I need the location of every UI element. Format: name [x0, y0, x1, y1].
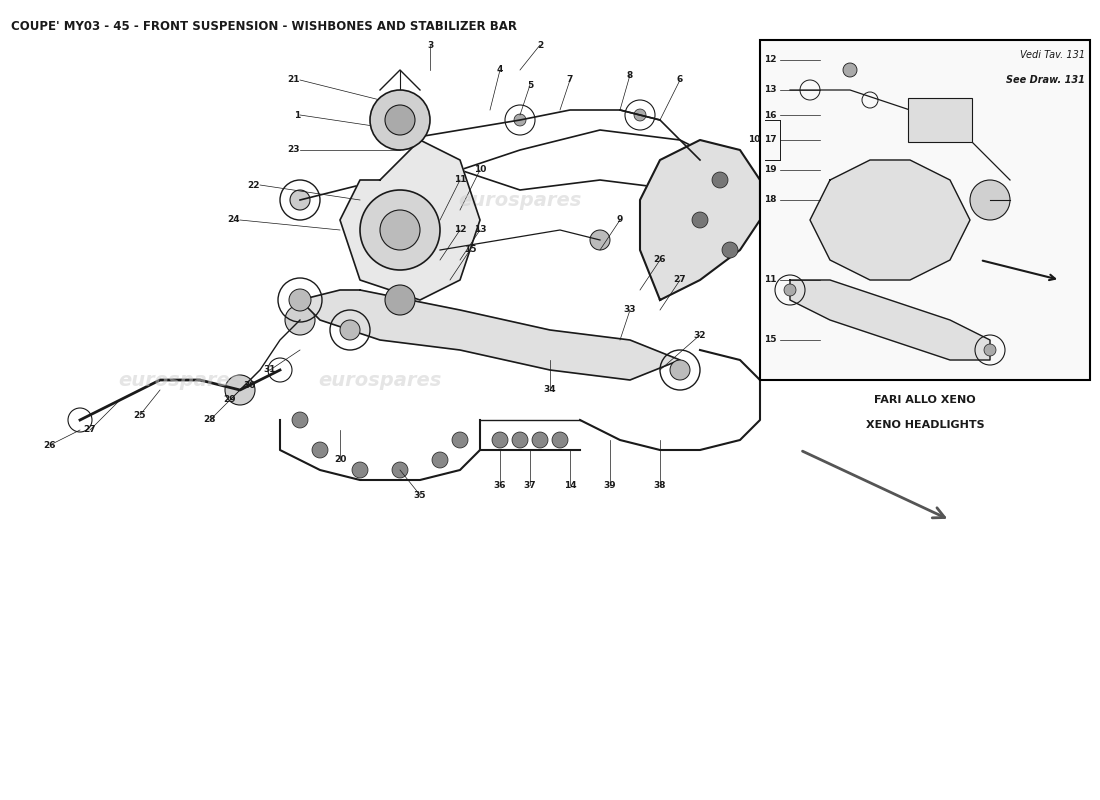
- Circle shape: [970, 180, 1010, 220]
- Circle shape: [843, 63, 857, 77]
- Text: 13: 13: [474, 226, 486, 234]
- Text: 39: 39: [604, 481, 616, 490]
- Text: COUPE' MY03 - 45 - FRONT SUSPENSION - WISHBONES AND STABILIZER BAR: COUPE' MY03 - 45 - FRONT SUSPENSION - WI…: [11, 20, 517, 33]
- Circle shape: [552, 432, 568, 448]
- Text: 11: 11: [764, 275, 777, 285]
- Polygon shape: [340, 140, 480, 300]
- Text: 21: 21: [287, 75, 300, 85]
- Text: 6: 6: [676, 75, 683, 85]
- Text: 16: 16: [764, 110, 777, 119]
- Circle shape: [713, 173, 727, 187]
- Circle shape: [634, 109, 646, 121]
- Text: 17: 17: [764, 135, 777, 145]
- Text: 11: 11: [453, 175, 466, 185]
- Text: 14: 14: [563, 481, 576, 490]
- FancyBboxPatch shape: [760, 40, 1090, 380]
- Circle shape: [226, 375, 255, 405]
- Circle shape: [312, 442, 328, 458]
- Circle shape: [370, 90, 430, 150]
- Circle shape: [692, 212, 708, 228]
- Text: See Draw. 131: See Draw. 131: [1006, 75, 1085, 85]
- Circle shape: [340, 320, 360, 340]
- Text: 18: 18: [764, 195, 777, 205]
- Text: 22: 22: [248, 181, 260, 190]
- Text: 31: 31: [264, 366, 276, 374]
- Text: 23: 23: [287, 146, 300, 154]
- Polygon shape: [790, 280, 990, 360]
- Text: 27: 27: [673, 275, 686, 285]
- Text: 27: 27: [84, 426, 97, 434]
- Circle shape: [712, 172, 728, 188]
- Circle shape: [452, 432, 468, 448]
- Text: 25: 25: [134, 410, 146, 419]
- Text: 32: 32: [694, 330, 706, 339]
- Text: 15: 15: [464, 246, 476, 254]
- Text: Vedi Tav. 131: Vedi Tav. 131: [1020, 50, 1085, 60]
- Text: 24: 24: [228, 215, 240, 225]
- Circle shape: [360, 190, 440, 270]
- Circle shape: [514, 114, 526, 126]
- Text: 35: 35: [414, 490, 427, 499]
- Text: 3: 3: [427, 41, 433, 50]
- Text: 28: 28: [204, 415, 217, 425]
- Circle shape: [379, 210, 420, 250]
- Text: 15: 15: [764, 335, 777, 345]
- Circle shape: [492, 432, 508, 448]
- Circle shape: [385, 105, 415, 135]
- Text: 33: 33: [624, 306, 636, 314]
- Circle shape: [385, 285, 415, 315]
- Text: FARI ALLO XENO: FARI ALLO XENO: [874, 395, 976, 405]
- Circle shape: [532, 432, 548, 448]
- Circle shape: [430, 240, 450, 260]
- Text: 1: 1: [294, 110, 300, 119]
- Text: 19: 19: [764, 166, 777, 174]
- Text: 26: 26: [653, 255, 667, 265]
- Text: eurospares: eurospares: [119, 370, 242, 390]
- Circle shape: [392, 462, 408, 478]
- Text: 8: 8: [627, 70, 634, 79]
- Polygon shape: [300, 290, 680, 380]
- Text: 2: 2: [537, 41, 543, 50]
- Circle shape: [292, 412, 308, 428]
- Text: 37: 37: [524, 481, 537, 490]
- Text: 30: 30: [244, 381, 256, 390]
- Circle shape: [512, 432, 528, 448]
- Text: 10: 10: [474, 166, 486, 174]
- Text: 10: 10: [748, 135, 760, 145]
- Text: 38: 38: [653, 481, 667, 490]
- Polygon shape: [640, 140, 760, 300]
- Text: XENO HEADLIGHTS: XENO HEADLIGHTS: [866, 420, 984, 430]
- Polygon shape: [810, 160, 970, 280]
- Text: 29: 29: [223, 395, 236, 405]
- Circle shape: [590, 230, 610, 250]
- Circle shape: [289, 289, 311, 311]
- Circle shape: [784, 284, 796, 296]
- Circle shape: [370, 220, 390, 240]
- Circle shape: [432, 452, 448, 468]
- Circle shape: [290, 190, 310, 210]
- FancyBboxPatch shape: [908, 98, 972, 142]
- Circle shape: [984, 344, 996, 356]
- Text: 12: 12: [764, 55, 777, 65]
- Circle shape: [722, 242, 738, 258]
- Circle shape: [670, 360, 690, 380]
- Text: 26: 26: [44, 441, 56, 450]
- Text: 7: 7: [566, 75, 573, 85]
- Text: 12: 12: [453, 226, 466, 234]
- Circle shape: [352, 462, 368, 478]
- Text: 20: 20: [333, 455, 346, 465]
- Text: 5: 5: [527, 81, 534, 90]
- Text: 36: 36: [494, 481, 506, 490]
- Text: 34: 34: [543, 386, 557, 394]
- Text: 13: 13: [764, 86, 777, 94]
- Text: 4: 4: [497, 66, 503, 74]
- Circle shape: [285, 305, 315, 335]
- Text: eurospares: eurospares: [318, 370, 442, 390]
- Text: eurospares: eurospares: [459, 190, 582, 210]
- Text: 9: 9: [617, 215, 624, 225]
